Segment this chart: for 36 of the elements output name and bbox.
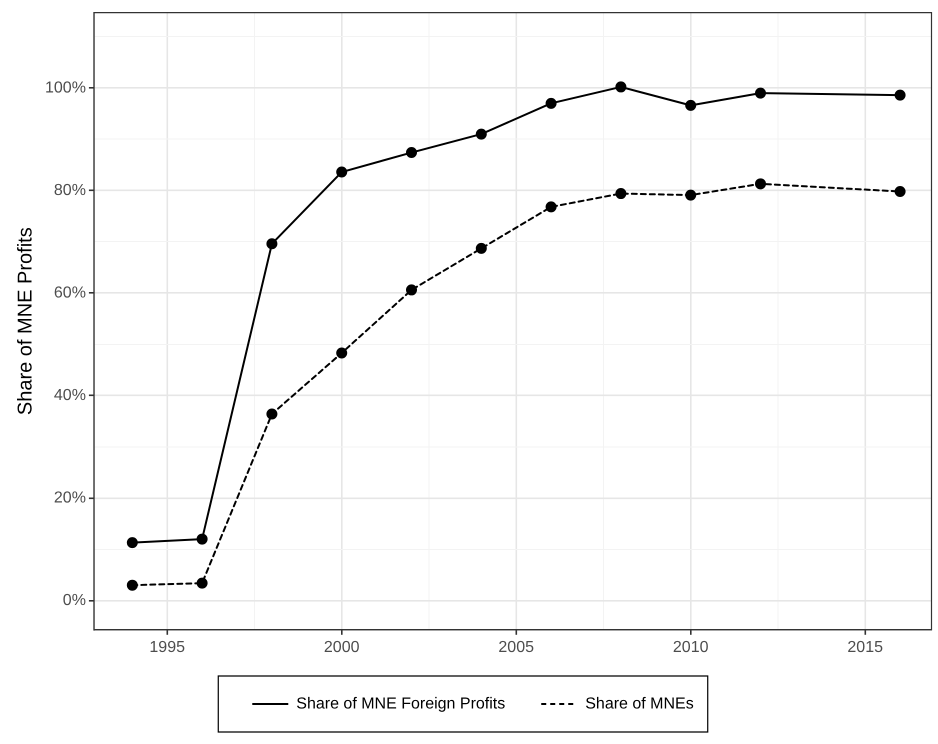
legend-label: Share of MNEs [585, 695, 694, 712]
point [685, 100, 696, 111]
y-tick-label: 80% [54, 182, 86, 199]
y-tick-label: 60% [54, 284, 86, 302]
point [546, 98, 557, 109]
point [754, 178, 766, 190]
legend-label: Share of MNE Foreign Profits [296, 695, 506, 712]
point [615, 81, 626, 92]
point [196, 534, 208, 545]
point [546, 201, 557, 212]
point [196, 578, 208, 589]
point [476, 128, 487, 140]
y-tick-label: 40% [54, 386, 86, 404]
point [615, 188, 626, 200]
point [266, 408, 278, 420]
x-tick-label: 2015 [847, 638, 884, 656]
point [894, 186, 906, 198]
x-tick-label: 1995 [149, 638, 186, 656]
y-axis-title: Share of MNE Profits [14, 227, 37, 416]
point [126, 580, 138, 591]
y-tick-label: 0% [62, 592, 86, 609]
point [266, 238, 278, 250]
point [126, 537, 138, 548]
y-tick-label: 100% [45, 79, 86, 96]
x-tick-label: 2005 [498, 638, 534, 656]
point [406, 147, 418, 158]
x-tick-label: 2000 [324, 638, 360, 656]
y-tick-label: 20% [54, 489, 86, 506]
point [406, 284, 418, 296]
point [754, 88, 766, 99]
x-tick-label: 2010 [672, 638, 709, 656]
point [336, 166, 348, 178]
point [894, 90, 906, 101]
point [685, 190, 696, 201]
point [476, 242, 487, 254]
point [336, 347, 348, 358]
